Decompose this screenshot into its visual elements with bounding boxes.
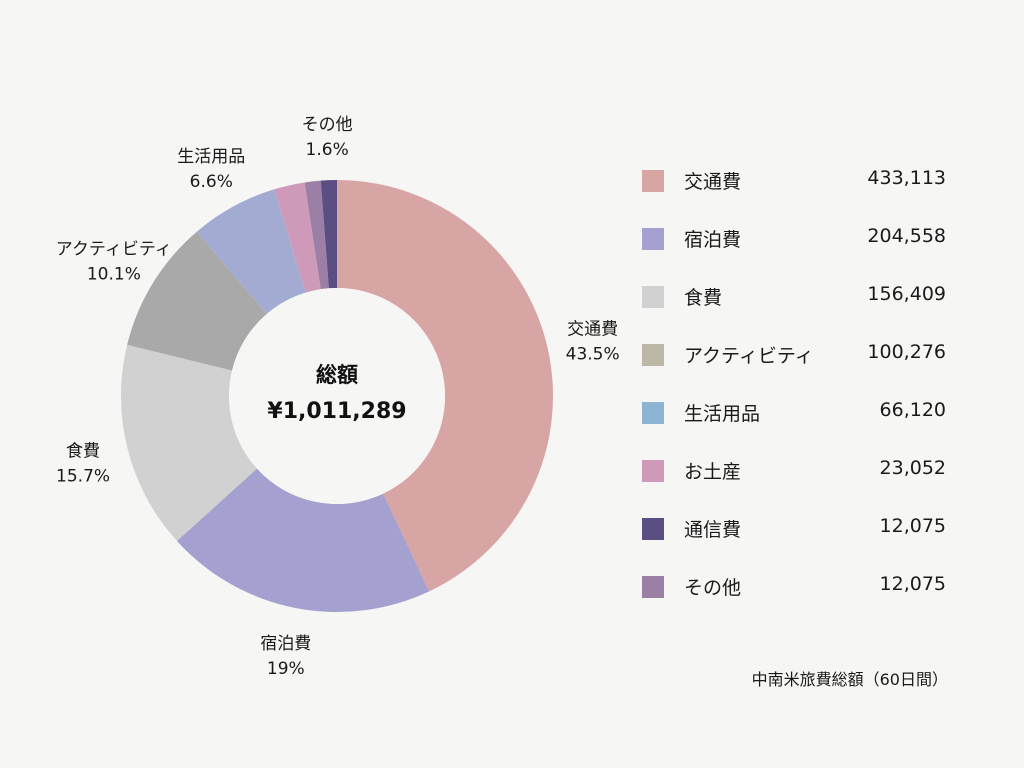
slice-label-name: 宿泊費: [260, 634, 311, 654]
legend-swatch: [642, 402, 664, 424]
slice-label-name: 生活用品: [177, 147, 245, 167]
donut-slice: [121, 344, 257, 542]
slice-label-percent: 19%: [267, 659, 305, 679]
legend-swatch: [642, 518, 664, 540]
legend-value: 12,075: [879, 515, 946, 537]
slice-label-name: 交通費: [567, 320, 618, 340]
legend-item: その他 12,075: [642, 570, 952, 628]
legend-swatch: [642, 576, 664, 598]
legend-value: 100,276: [867, 341, 946, 363]
legend-label: 交通費: [684, 171, 742, 193]
legend-value: 433,113: [867, 167, 946, 189]
legend-label: 食費: [684, 287, 723, 309]
chart-footnote: 中南米旅費総額（60日間）: [751, 670, 948, 689]
donut-hole: [229, 288, 445, 504]
legend-label: アクティビティ: [684, 345, 814, 367]
legend-swatch: [642, 344, 664, 366]
legend-label: お土産: [684, 461, 742, 483]
legend-label: 宿泊費: [684, 229, 742, 251]
donut-slice: [127, 231, 267, 371]
legend-item: アクティビティ 100,276: [642, 338, 952, 396]
slice-label-percent: 15.7%: [56, 466, 110, 486]
legend-item: 食費 156,409: [642, 280, 952, 338]
legend-item: 生活用品 66,120: [642, 396, 952, 454]
legend-item: 宿泊費 204,558: [642, 222, 952, 280]
slice-labels: 交通費 43.5% 宿泊費 19% 食費 15.7% アクティビティ 10.1% 生活用品 6.6…: [56, 115, 620, 679]
legend-value: 23,052: [879, 457, 946, 479]
donut-slice: [320, 180, 337, 289]
legend-value: 204,558: [867, 225, 946, 247]
legend-item: 通信費 12,075: [642, 512, 952, 570]
slice-label-name: 食費: [66, 441, 100, 461]
legend-swatch: [642, 460, 664, 482]
donut-slice: [176, 468, 430, 612]
legend-swatch: [642, 170, 664, 192]
legend: 交通費 433,113 宿泊費 204,558 食費 156,409 アクティビティ 100,…: [642, 164, 952, 628]
slice-label-percent: 43.5%: [566, 345, 620, 365]
slice-label-percent: 1.6%: [306, 140, 349, 160]
slice-label-name: その他: [302, 115, 353, 135]
slice-label-percent: 6.6%: [190, 172, 233, 192]
donut-slice: [196, 189, 306, 314]
slice-label-name: アクティビティ: [56, 240, 172, 260]
legend-item: 交通費 433,113: [642, 164, 952, 222]
legend-value: 12,075: [879, 573, 946, 595]
legend-swatch: [642, 286, 664, 308]
center-total: ¥1,011,289: [267, 399, 406, 424]
legend-swatch: [642, 228, 664, 250]
legend-value: 66,120: [879, 399, 946, 421]
legend-label: 通信費: [684, 519, 742, 541]
donut-slice: [274, 182, 321, 293]
legend-label: その他: [684, 577, 742, 599]
donut-slice: [337, 180, 554, 592]
legend-value: 156,409: [867, 283, 946, 305]
center-title: 総額: [316, 363, 358, 387]
donut-slice: [304, 180, 329, 290]
slice-label-percent: 10.1%: [87, 265, 141, 285]
legend-label: 生活用品: [684, 403, 761, 425]
legend-item: お土産 23,052: [642, 454, 952, 512]
donut-slices: [121, 180, 554, 612]
